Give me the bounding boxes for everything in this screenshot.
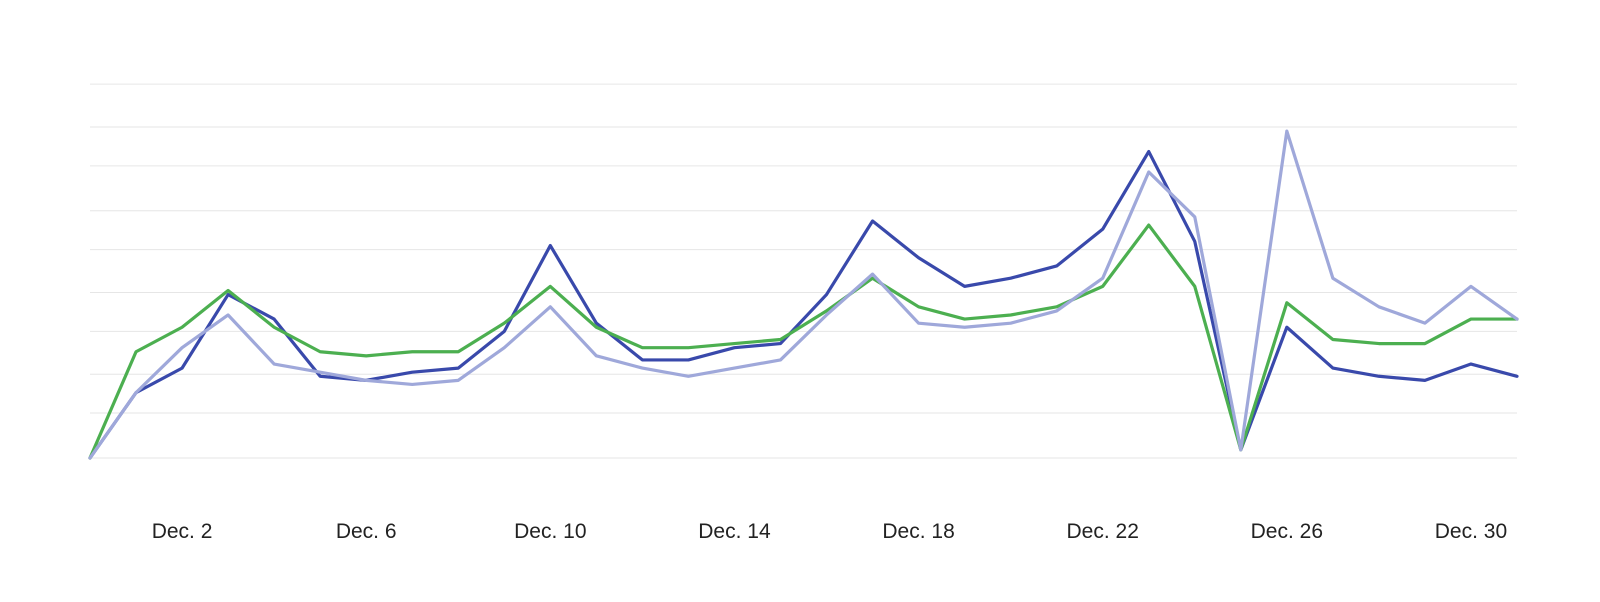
series-line-2 (88, 223, 1519, 460)
x-tick-label: Dec. 10 (514, 520, 586, 543)
series-lines (88, 129, 1519, 460)
x-tick-label: Dec. 18 (882, 520, 954, 543)
x-tick-label: Dec. 6 (336, 520, 397, 543)
x-tick-label: Dec. 30 (1435, 520, 1507, 543)
x-tick-label: Dec. 26 (1251, 520, 1323, 543)
grid-lines (90, 83, 1517, 459)
x-tick-label: Dec. 2 (152, 520, 213, 543)
x-axis-tick-labels: Dec. 2 Dec. 6 Dec. 10 Dec. 14 Dec. 18 Dec. 22… (152, 520, 1507, 543)
x-tick-label: Dec. 22 (1067, 520, 1139, 543)
series-line-3 (88, 129, 1519, 460)
series-line-1 (88, 149, 1519, 460)
x-tick-label: Dec. 14 (698, 520, 771, 543)
